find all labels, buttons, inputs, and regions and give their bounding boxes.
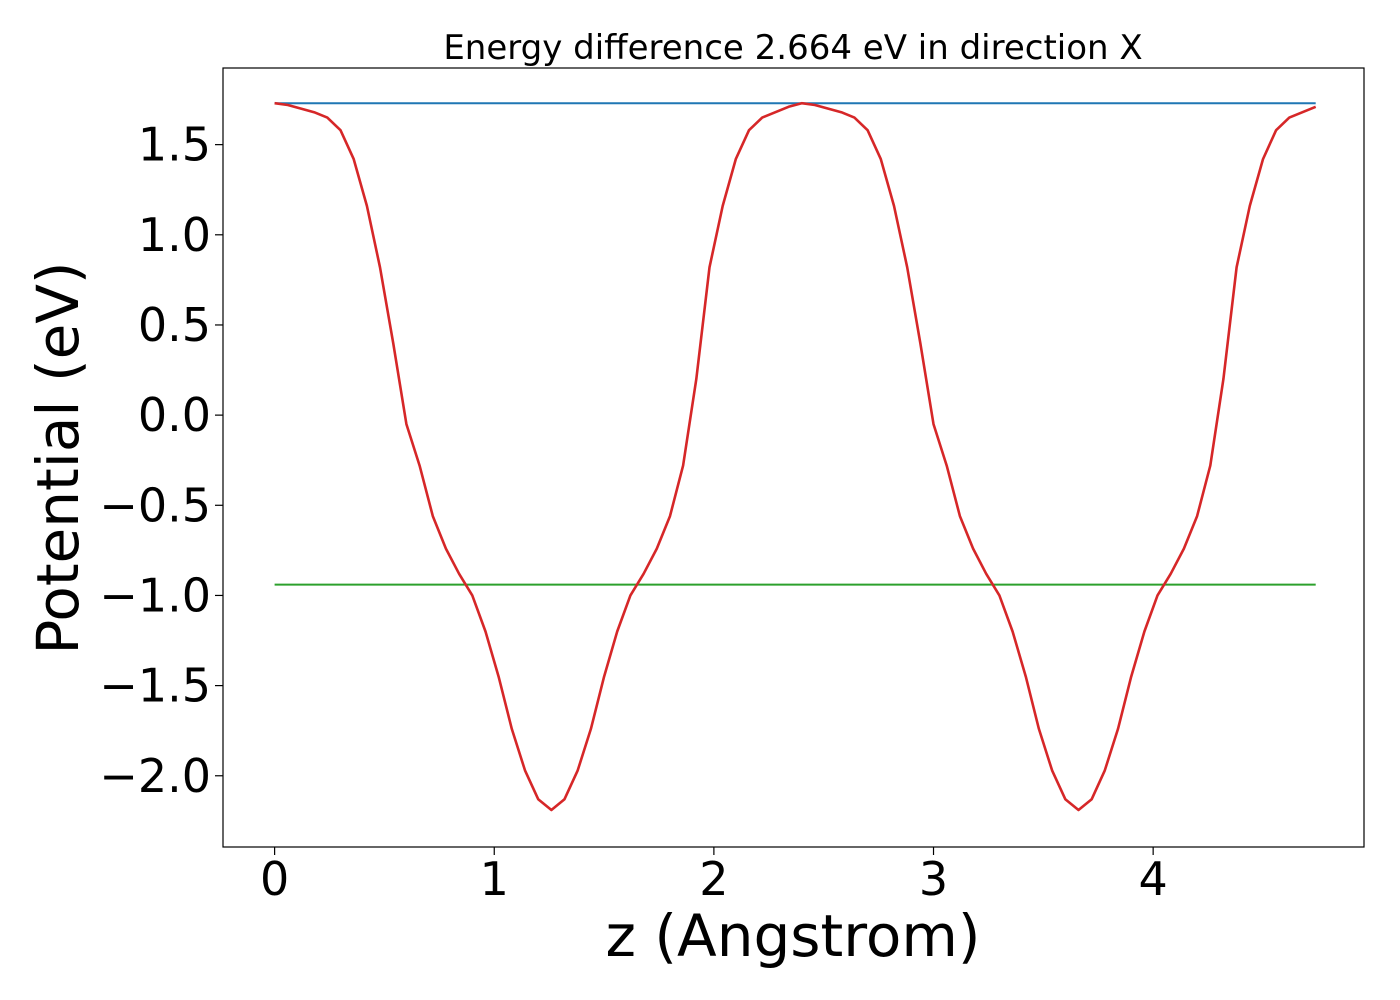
x-axis-ticks: 0 1 2 3 4	[260, 847, 1168, 906]
x-tick-label: 4	[1139, 852, 1168, 906]
y-tick-label: −0.5	[99, 478, 211, 532]
chart-title: Energy difference 2.664 eV in direction …	[443, 28, 1142, 68]
y-tick-label: −1.5	[99, 659, 211, 713]
y-tick-label: 1.0	[138, 208, 211, 262]
y-tick-label: 0.5	[138, 298, 211, 352]
x-axis-label: z (Angstrom)	[606, 902, 981, 970]
y-tick-label: −1.0	[99, 568, 211, 622]
x-tick-label: 1	[480, 852, 509, 906]
y-axis-label: Potential (eV)	[24, 261, 92, 654]
potential-curve	[274, 101, 1317, 812]
plot-lines	[274, 101, 1317, 812]
x-tick-label: 0	[260, 852, 289, 906]
y-tick-label: 1.5	[138, 118, 211, 172]
y-axis-ticks: 1.5 1.0 0.5 0.0 −0.5 −1.0 −1.5 −2.0	[99, 118, 223, 803]
x-tick-label: 2	[699, 852, 728, 906]
y-tick-label: 0.0	[138, 388, 211, 442]
y-tick-label: −2.0	[99, 749, 211, 803]
x-tick-label: 3	[919, 852, 948, 906]
plot-frame	[222, 67, 1365, 848]
